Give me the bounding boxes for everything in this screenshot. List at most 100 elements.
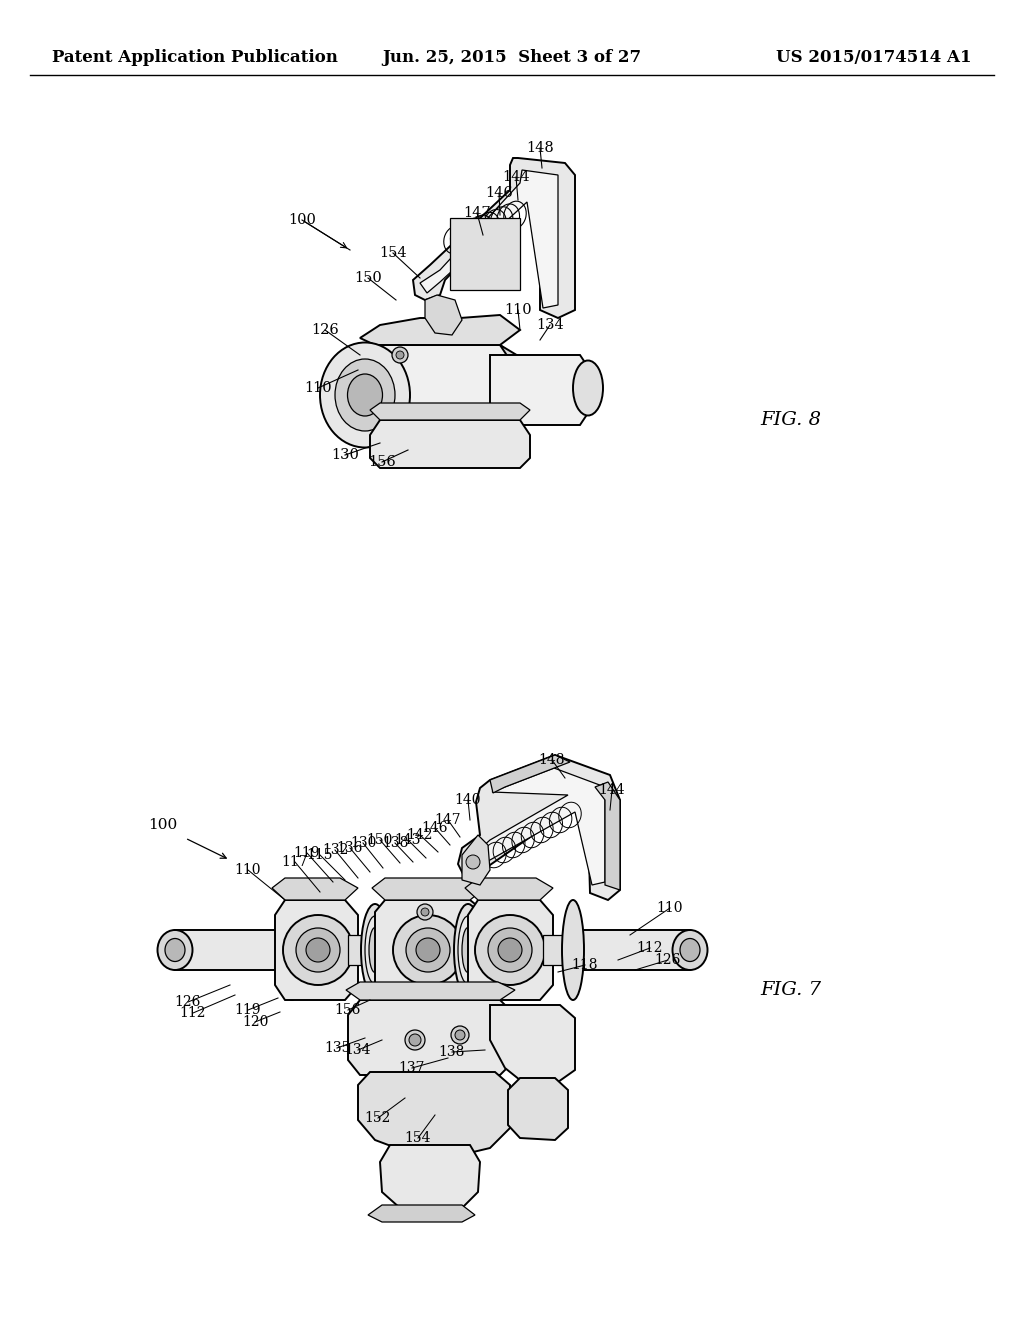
Ellipse shape [369, 928, 381, 973]
Polygon shape [425, 294, 462, 335]
Text: 134: 134 [537, 318, 564, 333]
Text: 110: 110 [656, 902, 683, 915]
Ellipse shape [481, 916, 499, 983]
Polygon shape [462, 836, 490, 884]
Polygon shape [380, 1144, 480, 1208]
Text: Jun. 25, 2015  Sheet 3 of 27: Jun. 25, 2015 Sheet 3 of 27 [382, 49, 642, 66]
Text: 100: 100 [148, 818, 177, 832]
Polygon shape [490, 345, 525, 425]
Ellipse shape [462, 928, 474, 973]
Text: 120: 120 [242, 1015, 268, 1030]
Polygon shape [275, 900, 358, 1001]
Text: 147: 147 [434, 813, 462, 828]
Text: 130: 130 [331, 447, 359, 462]
Polygon shape [272, 878, 358, 900]
Text: 126: 126 [311, 323, 339, 337]
Circle shape [392, 347, 408, 363]
Ellipse shape [485, 928, 495, 973]
Circle shape [416, 939, 440, 962]
Text: 115: 115 [307, 847, 333, 862]
Text: 138: 138 [382, 836, 409, 850]
Ellipse shape [319, 342, 410, 447]
Polygon shape [490, 755, 570, 793]
Text: 100: 100 [288, 213, 316, 227]
Circle shape [296, 928, 340, 972]
Text: 136: 136 [337, 841, 364, 855]
Ellipse shape [458, 916, 478, 983]
Circle shape [488, 928, 532, 972]
Text: 154: 154 [404, 1131, 431, 1144]
Ellipse shape [562, 900, 584, 1001]
Circle shape [306, 939, 330, 962]
Text: 126: 126 [175, 995, 201, 1008]
Polygon shape [490, 1005, 575, 1082]
Ellipse shape [385, 904, 411, 997]
Polygon shape [468, 768, 605, 884]
Text: FIG. 8: FIG. 8 [760, 411, 821, 429]
Ellipse shape [335, 359, 395, 432]
Text: 156: 156 [335, 1003, 361, 1016]
Text: 137: 137 [398, 1061, 425, 1074]
Polygon shape [370, 403, 530, 420]
Circle shape [406, 413, 415, 422]
Text: 156: 156 [368, 455, 396, 469]
Polygon shape [450, 218, 520, 290]
Ellipse shape [680, 939, 700, 961]
Polygon shape [368, 1205, 475, 1222]
Circle shape [498, 939, 522, 962]
Text: 138: 138 [439, 1045, 465, 1059]
Polygon shape [413, 158, 575, 318]
Polygon shape [420, 170, 558, 308]
Text: FIG. 7: FIG. 7 [760, 981, 821, 999]
Text: 154: 154 [379, 246, 407, 260]
Polygon shape [543, 935, 580, 965]
Polygon shape [573, 931, 690, 970]
Polygon shape [465, 878, 553, 900]
Polygon shape [346, 982, 515, 1001]
Ellipse shape [158, 931, 193, 970]
Polygon shape [355, 345, 525, 425]
Text: 130: 130 [350, 836, 376, 850]
Polygon shape [375, 900, 485, 1001]
Text: 143: 143 [394, 833, 421, 847]
Text: 148: 148 [539, 752, 565, 767]
Text: 119: 119 [294, 846, 321, 861]
Circle shape [455, 1030, 465, 1040]
Polygon shape [508, 1078, 568, 1140]
Circle shape [451, 1026, 469, 1044]
Text: 146: 146 [422, 821, 449, 836]
Text: 112: 112 [637, 941, 664, 954]
Ellipse shape [389, 916, 407, 983]
Polygon shape [595, 781, 620, 890]
Text: 110: 110 [234, 863, 261, 876]
Ellipse shape [454, 904, 482, 997]
Text: 110: 110 [504, 304, 531, 317]
Circle shape [393, 915, 463, 985]
Text: US 2015/0174514 A1: US 2015/0174514 A1 [776, 49, 972, 66]
Polygon shape [372, 878, 485, 900]
Text: 144: 144 [599, 783, 626, 797]
Text: 112: 112 [180, 1006, 206, 1020]
Text: 126: 126 [654, 953, 681, 968]
Text: 117: 117 [282, 855, 308, 869]
Text: 148: 148 [526, 141, 554, 154]
Circle shape [409, 1034, 421, 1045]
Polygon shape [370, 420, 530, 469]
Polygon shape [458, 755, 620, 900]
Circle shape [406, 928, 450, 972]
Ellipse shape [281, 900, 303, 1001]
Ellipse shape [361, 904, 389, 997]
Polygon shape [175, 931, 310, 970]
Circle shape [475, 915, 545, 985]
Text: 150: 150 [354, 271, 382, 285]
Text: 147: 147 [463, 206, 490, 220]
Polygon shape [360, 315, 520, 345]
Text: 140: 140 [455, 793, 481, 807]
Ellipse shape [673, 931, 708, 970]
Ellipse shape [573, 360, 603, 416]
Ellipse shape [165, 939, 185, 961]
Polygon shape [348, 935, 390, 965]
Text: 144: 144 [502, 170, 529, 183]
Text: 134: 134 [345, 1043, 372, 1057]
Polygon shape [490, 355, 590, 425]
